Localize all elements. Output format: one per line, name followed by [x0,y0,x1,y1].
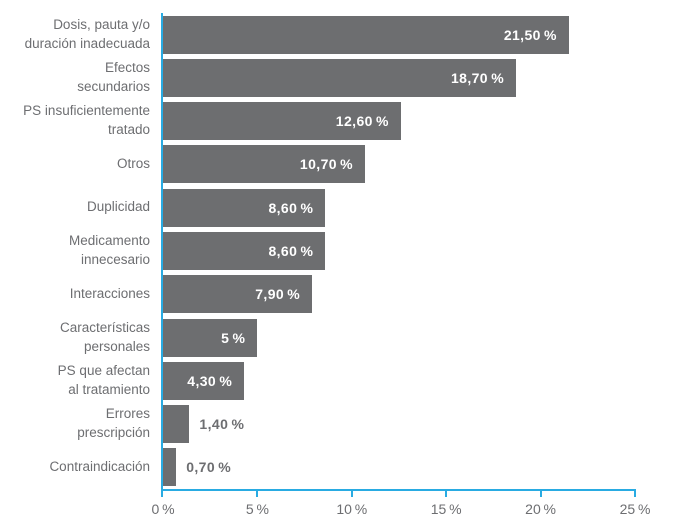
bar-row: 18,70 % [163,58,635,97]
bar: 8,60 % [163,188,326,227]
bar-row: 21,50 % [163,15,635,54]
bar: 4,30 % [163,361,245,400]
x-axis-tick [350,489,353,497]
bar: 8,60 % [163,232,326,270]
bar: 21,50 % [163,15,569,54]
bar-value-label: 18,70 % [450,69,505,86]
bar-value-label: 1,40 % [199,416,245,433]
bar-value-label: 10,70 % [299,156,354,173]
bar-value-label: 7,90 % [255,286,301,303]
bar-value-label: 8,60 % [268,199,314,216]
bar-row: 7,90 % [163,275,635,314]
x-axis-tick [539,489,542,497]
x-axis-tick [634,489,636,497]
x-axis-tick-label: 0 % [151,501,175,517]
x-axis-tick-label: 25 % [619,501,651,517]
bar-row: 12,60 % [163,102,635,141]
category-label: Otros [116,156,150,171]
bar [163,405,190,444]
bar-row: 8,60 % [163,188,635,227]
category-label: Duplicidad [86,199,150,215]
plot-area: 21,50 % 18,70 % 12,60 % 10,70 % 8,60 % 8,60 %… [151,13,650,517]
bar [163,448,177,487]
category-label: Interacciones [69,285,150,301]
category-label: Errores prescripción [77,406,150,441]
category-label: PS que afectan al tratamiento [57,362,150,397]
x-axis-tick [445,489,448,497]
bar-value-label: 5 % [221,329,246,346]
bar-value-label: 12,60 % [335,113,389,130]
x-axis-tick-label: 5 % [245,501,269,517]
category-label: PS insuficientemente tratado [23,103,150,138]
bar-row: 1,40 % [163,405,635,444]
x-axis-tick-label: 15 % [430,501,462,517]
bar-value-label: 0,70 % [186,459,232,476]
category-axis-labels: Dosis, pauta y/o duración inadecuada Efec… [0,13,150,491]
bar: 10,70 % [163,145,366,184]
bar-row: 8,60 % [163,232,635,270]
bar-value-label: 21,50 % [503,26,557,43]
category-label: Características personales [59,319,150,354]
bar: 5 % [163,318,258,357]
bar-row: 10,70 % [163,145,635,184]
bar: 18,70 % [163,58,517,97]
bar-row: 5 % [163,318,635,357]
bar-value-label: 4,30 % [187,372,233,389]
bar: 7,90 % [163,275,313,314]
x-axis-tick-label: 20 % [525,501,557,517]
category-label: Contraindicación [49,458,150,474]
category-label: Efectos secundarios [77,60,150,94]
bar: 12,60 % [163,102,401,141]
category-label: Dosis, pauta y/o duración inadecuada [24,16,150,51]
bar-row: 4,30 % [163,361,635,400]
x-axis-tick [161,489,163,497]
bar-row: 0,70 % [163,448,635,487]
bar-value-label: 8,60 % [268,243,314,259]
x-axis-tick [256,489,259,497]
x-axis-tick-label: 10 % [336,501,368,517]
category-label: Medicamento innecesario [68,233,150,267]
